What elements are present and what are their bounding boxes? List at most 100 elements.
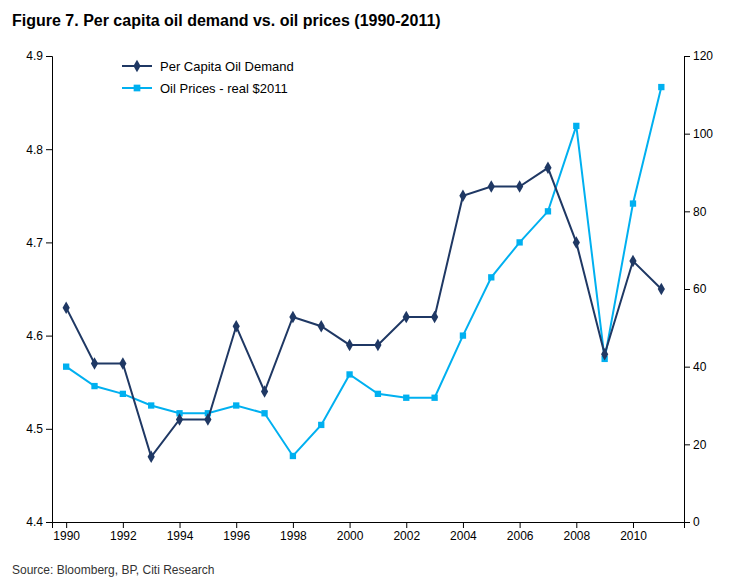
- x-axis: 1990 1992 1994 1996 1998 2000 2002 2004 2006 2008…: [53, 522, 685, 543]
- point: [630, 200, 636, 206]
- tick: 2008: [563, 522, 590, 543]
- point: [601, 348, 608, 360]
- point: [233, 402, 239, 408]
- tick-mark: [293, 522, 294, 528]
- tick: 100: [684, 127, 713, 141]
- tick: 40: [684, 360, 707, 374]
- tick: 60: [684, 282, 707, 296]
- tick-mark: [684, 134, 690, 135]
- tick: 2000: [337, 522, 364, 543]
- point: [431, 311, 438, 323]
- point: [516, 180, 523, 192]
- tick-label: 4.4: [26, 515, 43, 529]
- y2-axis: 0 20 40 60 80 100 120: [684, 49, 713, 529]
- tick-label: 4.5: [26, 422, 43, 436]
- tick-mark: [406, 522, 407, 528]
- tick-label: 2002: [393, 529, 420, 543]
- legend-item: Per Capita Oil Demand: [122, 59, 294, 74]
- point: [261, 410, 267, 416]
- tick-label: 1996: [223, 529, 250, 543]
- legend-marker: [134, 85, 141, 92]
- axis-line: [685, 57, 691, 523]
- tick-mark: [123, 522, 124, 528]
- tick: 4.5: [26, 422, 52, 436]
- point: [629, 255, 636, 267]
- point: [403, 395, 409, 401]
- tick: 2006: [507, 522, 534, 543]
- tick-label: 4.6: [26, 329, 43, 343]
- tick-mark: [684, 444, 690, 445]
- tick: 4.4: [26, 515, 52, 529]
- tick-label: 1990: [53, 529, 80, 543]
- tick: 80: [684, 205, 707, 219]
- point: [91, 383, 97, 389]
- tick: 4.7: [26, 236, 52, 250]
- tick-mark: [684, 56, 690, 57]
- point: [318, 422, 324, 428]
- legend-label: Oil Prices - real $2011: [160, 81, 288, 96]
- y-axis: 4.4 4.5 4.6 4.7 4.8 4.9: [26, 49, 52, 529]
- point: [176, 413, 183, 425]
- tick-label: 2010: [620, 529, 647, 543]
- tick: 1994: [167, 522, 194, 543]
- tick-mark: [46, 242, 52, 243]
- tick-mark: [576, 522, 577, 528]
- tick-mark: [46, 149, 52, 150]
- legend-label: Per Capita Oil Demand: [160, 59, 294, 74]
- tick-label: 2004: [450, 529, 477, 543]
- tick: 4.9: [26, 49, 52, 63]
- tick-label: 4.7: [26, 236, 43, 250]
- tick-mark: [180, 522, 181, 528]
- tick: 1996: [223, 522, 250, 543]
- tick-label: 4.8: [26, 143, 43, 157]
- tick-label: 2008: [563, 529, 590, 543]
- line: [66, 168, 661, 457]
- tick: 120: [684, 49, 713, 63]
- point: [346, 339, 353, 351]
- tick: 0: [684, 515, 700, 529]
- tick-label: 1998: [280, 529, 307, 543]
- chart: Figure 7. Per capita oil demand vs. oil …: [0, 0, 736, 584]
- tick: 2010: [620, 522, 647, 543]
- legend-marker: [133, 60, 140, 72]
- point: [204, 413, 211, 425]
- tick-label: 100: [693, 127, 713, 141]
- tick-mark: [46, 336, 52, 337]
- tick: 1992: [110, 522, 137, 543]
- point: [91, 357, 98, 369]
- tick: 1990: [53, 522, 80, 543]
- tick-label: 4.9: [26, 49, 43, 63]
- tick-label: 1994: [167, 529, 194, 543]
- tick-mark: [350, 522, 351, 528]
- tick-label: 20: [693, 438, 707, 452]
- point: [233, 320, 240, 332]
- point: [658, 283, 665, 295]
- line: [66, 87, 661, 456]
- point: [148, 402, 154, 408]
- point: [375, 391, 381, 397]
- tick: 2004: [450, 522, 477, 543]
- point: [120, 391, 126, 397]
- tick-label: 40: [693, 360, 707, 374]
- annotation: Source: Bloomberg, BP, Citi Research: [12, 563, 215, 577]
- tick-mark: [684, 522, 690, 523]
- legend: Per Capita Oil Demand Oil Prices - real $…: [122, 59, 294, 96]
- tick-mark: [520, 522, 521, 528]
- tick-mark: [46, 429, 52, 430]
- series: [63, 84, 664, 459]
- point: [544, 162, 551, 174]
- tick-label: 120: [693, 49, 713, 63]
- tick: 4.6: [26, 329, 52, 343]
- tick-label: 80: [693, 205, 707, 219]
- point: [289, 311, 296, 323]
- tick: 1998: [280, 522, 307, 543]
- point: [403, 311, 410, 323]
- legend-item: Oil Prices - real $2011: [122, 81, 288, 96]
- axis-line: [53, 523, 685, 529]
- title: Figure 7. Per capita oil demand vs. oil …: [12, 12, 441, 29]
- plot: 1990199219941996199820002002200420062008…: [26, 49, 713, 542]
- tick-label: 1992: [110, 529, 137, 543]
- point: [148, 451, 155, 463]
- point: [658, 84, 664, 90]
- point: [573, 236, 580, 248]
